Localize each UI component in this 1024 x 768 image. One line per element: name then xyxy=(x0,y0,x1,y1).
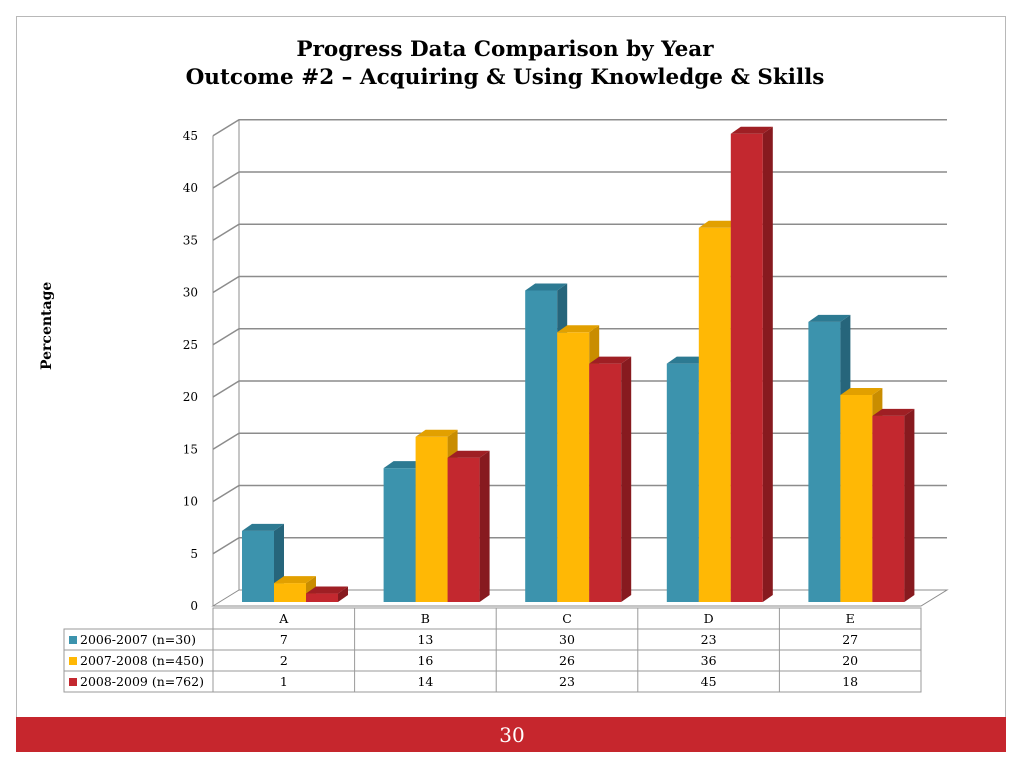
category-label: C xyxy=(562,611,572,626)
y-tick-label: 40 xyxy=(183,181,198,195)
bar xyxy=(698,227,731,603)
series-name: 2006-2007 (n=30) xyxy=(80,632,196,647)
bar-side xyxy=(479,450,490,602)
y-tick-label: 25 xyxy=(183,338,198,352)
bar-top xyxy=(808,314,851,322)
category-label: B xyxy=(421,611,430,626)
bar xyxy=(808,321,841,602)
y-axis: 0 5 10 15 20 25 30 35 40 45 xyxy=(183,129,214,613)
y-tick-label: 5 xyxy=(190,547,198,561)
chart-title: Progress Data Comparison by Year Outcome… xyxy=(0,36,1010,92)
bar-top xyxy=(525,283,568,291)
bar-top xyxy=(666,356,709,364)
gridline xyxy=(212,223,947,241)
gridline xyxy=(212,171,947,189)
bar-top xyxy=(698,220,741,228)
data-cell: 23 xyxy=(559,674,575,689)
bar-side xyxy=(904,408,915,602)
bar-top xyxy=(306,586,348,594)
page-number: 30 xyxy=(499,723,525,747)
y-tick-label: 20 xyxy=(183,390,198,404)
gridline xyxy=(212,119,947,137)
data-cell: 2 xyxy=(280,653,288,668)
legend-swatch xyxy=(69,678,77,686)
bar-top xyxy=(274,576,316,584)
bar-top xyxy=(447,450,490,458)
y-tick-label: 15 xyxy=(183,442,198,456)
data-cell: 20 xyxy=(842,653,858,668)
bar-side xyxy=(621,356,632,602)
bar xyxy=(447,457,480,602)
bar-top xyxy=(242,523,284,531)
data-cell: 36 xyxy=(701,653,717,668)
data-cell: 30 xyxy=(559,632,575,647)
legend-swatch xyxy=(69,636,77,644)
series-name: 2007-2008 (n=450) xyxy=(80,653,204,668)
bar xyxy=(383,468,416,602)
bar xyxy=(589,363,622,602)
bar-top xyxy=(383,461,426,469)
data-table: A B C D E 2006-2007 (n=30) 7 13 30 23 27 2007-2008 … xyxy=(63,607,922,693)
bar xyxy=(274,583,306,602)
gridline xyxy=(212,275,947,294)
bar xyxy=(666,363,699,602)
data-cell: 23 xyxy=(701,632,717,647)
data-cell: 45 xyxy=(701,674,717,689)
data-cell: 26 xyxy=(559,653,575,668)
data-cell: 7 xyxy=(280,632,288,647)
bar xyxy=(415,436,448,602)
data-cell: 1 xyxy=(280,674,288,689)
bar-top xyxy=(872,408,915,416)
bar-top xyxy=(840,388,883,395)
y-tick-label: 10 xyxy=(183,495,198,509)
title-line-1: Progress Data Comparison by Year xyxy=(296,37,714,62)
bar xyxy=(242,530,274,602)
category-label: D xyxy=(704,611,714,626)
y-tick-label: 30 xyxy=(183,286,198,300)
y-tick-label: 45 xyxy=(183,129,198,143)
data-cell: 27 xyxy=(842,632,858,647)
data-cell: 14 xyxy=(417,674,433,689)
bar xyxy=(557,332,590,602)
bars xyxy=(242,126,915,603)
data-cell: 18 xyxy=(842,674,858,689)
bar xyxy=(730,133,763,602)
y-tick-label: 35 xyxy=(183,233,198,247)
data-cell: 13 xyxy=(417,632,433,647)
bar-top xyxy=(557,325,600,333)
legend-swatch xyxy=(69,657,77,665)
category-label: E xyxy=(846,611,855,626)
bar-top xyxy=(589,356,632,364)
bar-top xyxy=(730,126,773,134)
bar-side xyxy=(338,586,348,602)
series-name: 2008-2009 (n=762) xyxy=(80,674,204,689)
bar xyxy=(840,395,873,602)
footer-bar xyxy=(16,717,1006,752)
y-tick-label: 0 xyxy=(190,599,198,613)
bar xyxy=(525,290,558,602)
bar-top xyxy=(415,429,458,437)
bar-side xyxy=(762,126,773,602)
category-label: A xyxy=(278,611,289,626)
bar xyxy=(306,593,338,602)
data-cell: 16 xyxy=(417,653,433,668)
title-line-2: Outcome #2 – Acquiring & Using Knowledge… xyxy=(185,65,825,90)
bar xyxy=(872,415,905,602)
